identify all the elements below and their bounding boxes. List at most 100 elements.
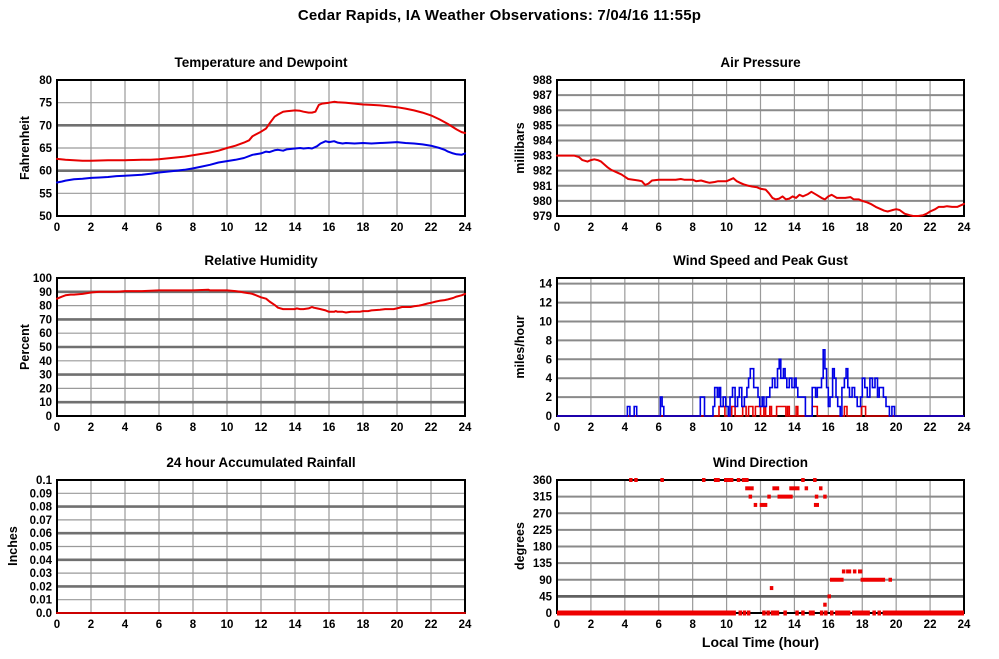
x-tick-label: 2	[88, 422, 94, 434]
page-title: Cedar Rapids, IA Weather Observations: 7…	[297, 7, 702, 24]
x-tick-label: 2	[88, 222, 94, 234]
y-tick-label: 0.05	[30, 542, 53, 554]
y-tick-label: 80	[39, 301, 52, 313]
humidity-line	[56, 288, 466, 314]
x-tick-label: 4	[122, 422, 129, 434]
x-tick-label: 10	[720, 619, 733, 631]
x-tick-label: 20	[391, 222, 404, 234]
y-tick-label: 0.07	[30, 515, 52, 527]
y-tick-label: 90	[39, 287, 52, 299]
x-tick-label: 20	[890, 619, 903, 631]
chart-24-hour-accumulated-rainfall: 0.00.010.020.030.040.050.060.070.080.090…	[30, 475, 472, 631]
x-tick-label: 10	[221, 422, 234, 434]
x-tick-label: 8	[689, 222, 696, 234]
x-tick-label: 16	[323, 619, 336, 631]
x-tick-label: 14	[289, 619, 302, 631]
x-tick-label: 0	[554, 222, 560, 234]
x-tick-label: 12	[754, 222, 767, 234]
x-tick-label: 14	[289, 222, 302, 234]
y-tick-label: 980	[533, 196, 552, 208]
x-tick-label: 18	[856, 222, 869, 234]
y-tick-label: 0	[546, 608, 552, 620]
x-tick-label: 4	[622, 222, 629, 234]
x-tick-label: 6	[656, 222, 662, 234]
x-tick-label: 8	[190, 222, 197, 234]
x-tick-label: 22	[924, 422, 937, 434]
y-tick-label: 10	[539, 316, 552, 328]
dewpoint-line	[56, 140, 466, 184]
x-tick-label: 16	[822, 619, 835, 631]
x-tick-label: 0	[554, 422, 560, 434]
x-tick-label: 4	[122, 619, 129, 631]
y-tick-label: 0.08	[30, 502, 53, 514]
chart-title-rainfall: 24 hour Accumulated Rainfall	[166, 455, 356, 470]
x-tick-label: 22	[924, 619, 937, 631]
chart-title-temperature-dewpoint: Temperature and Dewpoint	[174, 55, 348, 70]
y-tick-label: 60	[39, 328, 52, 340]
x-tick-label: 12	[754, 619, 767, 631]
y-tick-label: 988	[533, 75, 553, 87]
y-tick-label: 70	[39, 314, 52, 326]
x-tick-label: 8	[190, 619, 197, 631]
y-tick-label: 90	[539, 575, 552, 587]
x-tick-label: 24	[459, 222, 472, 234]
y-tick-label: 0	[546, 411, 552, 423]
xlabel-local-time: Local Time (hour)	[701, 634, 820, 650]
x-tick-label: 18	[357, 422, 370, 434]
x-tick-label: 16	[323, 222, 336, 234]
y-tick-label: 30	[39, 370, 52, 382]
y-tick-label: 981	[533, 181, 553, 193]
x-tick-label: 0	[54, 422, 60, 434]
x-tick-label: 2	[588, 422, 594, 434]
x-tick-label: 16	[323, 422, 336, 434]
chart-title-air-pressure: Air Pressure	[720, 55, 801, 70]
y-tick-label: 985	[533, 120, 553, 132]
y-tick-label: 987	[533, 90, 552, 102]
y-tick-label: 2	[546, 392, 552, 404]
y-tick-label: 135	[533, 558, 553, 570]
y-tick-label: 60	[39, 166, 52, 178]
y-tick-label: 0.0	[36, 608, 52, 620]
x-tick-label: 16	[822, 222, 835, 234]
y-tick-label: 45	[539, 591, 552, 603]
y-tick-label: 40	[39, 356, 52, 368]
x-tick-label: 20	[391, 619, 404, 631]
wind-direction-points	[557, 478, 964, 616]
peak-gust-line	[557, 349, 964, 417]
x-tick-label: 22	[425, 619, 438, 631]
y-tick-label: 0.02	[30, 581, 52, 593]
y-tick-label: 14	[539, 279, 552, 291]
x-tick-label: 2	[588, 619, 594, 631]
y-tick-label: 983	[533, 151, 552, 163]
x-tick-label: 18	[856, 422, 869, 434]
x-tick-label: 24	[459, 422, 472, 434]
y-tick-label: 4	[546, 373, 553, 385]
chart-title-wind-direction: Wind Direction	[712, 455, 809, 470]
x-tick-label: 22	[425, 422, 438, 434]
x-tick-label: 20	[890, 422, 903, 434]
plot-frame	[56, 79, 466, 217]
x-tick-label: 12	[754, 422, 767, 434]
y-tick-label: 0.01	[30, 595, 53, 607]
x-tick-label: 18	[856, 619, 869, 631]
y-tick-label: 0.04	[30, 555, 53, 567]
x-tick-label: 10	[221, 222, 234, 234]
x-tick-label: 6	[156, 619, 162, 631]
plot-frame	[56, 277, 466, 417]
x-tick-label: 8	[689, 619, 696, 631]
y-tick-label: 979	[533, 211, 552, 223]
x-tick-label: 0	[54, 619, 60, 631]
y-tick-label: 20	[39, 383, 52, 395]
y-tick-label: 8	[546, 335, 553, 347]
y-tick-label: 270	[533, 508, 552, 520]
x-tick-label: 4	[622, 422, 629, 434]
plot-frame	[556, 79, 965, 217]
x-tick-label: 24	[958, 422, 971, 434]
x-tick-label: 14	[289, 422, 302, 434]
x-tick-label: 12	[255, 222, 268, 234]
x-tick-label: 22	[924, 222, 937, 234]
